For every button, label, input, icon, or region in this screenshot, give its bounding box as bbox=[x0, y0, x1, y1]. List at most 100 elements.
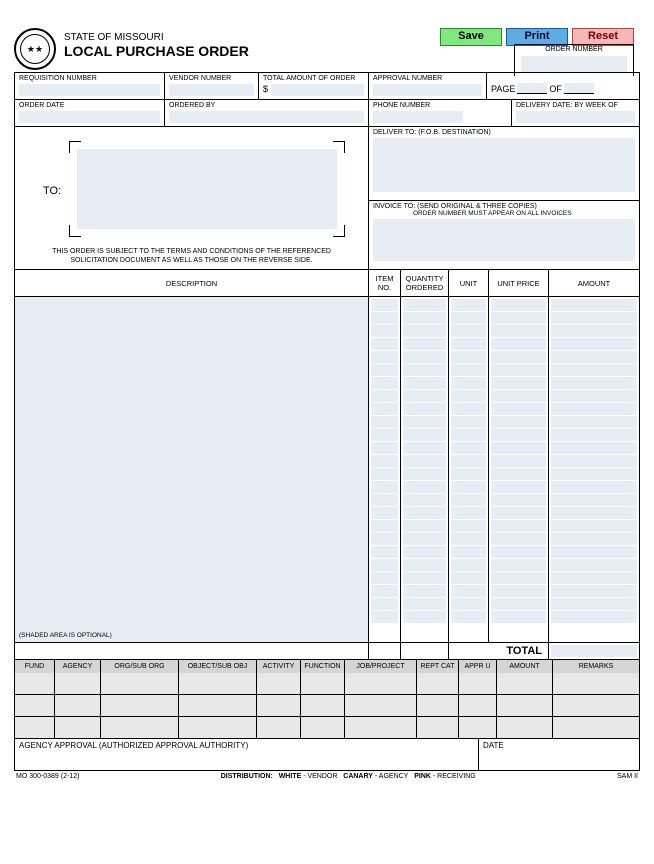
line-item-input[interactable] bbox=[491, 533, 546, 545]
order-number-input[interactable] bbox=[521, 56, 627, 72]
line-item-input[interactable] bbox=[551, 481, 637, 493]
line-item-input[interactable] bbox=[491, 481, 546, 493]
line-item-input[interactable] bbox=[491, 299, 546, 311]
line-item-input[interactable] bbox=[491, 611, 546, 623]
coding-input[interactable] bbox=[101, 673, 179, 694]
coding-input[interactable] bbox=[553, 717, 639, 738]
line-item-input[interactable] bbox=[451, 585, 486, 597]
coding-input[interactable] bbox=[459, 695, 497, 716]
line-item-input[interactable] bbox=[371, 585, 398, 597]
coding-input[interactable] bbox=[459, 717, 497, 738]
line-item-input[interactable] bbox=[403, 364, 446, 376]
page-total-input[interactable] bbox=[564, 83, 594, 94]
line-item-input[interactable] bbox=[491, 403, 546, 415]
line-item-input[interactable] bbox=[451, 481, 486, 493]
line-item-input[interactable] bbox=[491, 429, 546, 441]
line-item-input[interactable] bbox=[403, 494, 446, 506]
line-item-input[interactable] bbox=[491, 442, 546, 454]
delivery-input[interactable] bbox=[516, 111, 635, 123]
invoice-input[interactable] bbox=[373, 219, 635, 261]
coding-input[interactable] bbox=[497, 695, 553, 716]
line-item-input[interactable] bbox=[451, 377, 486, 389]
coding-input[interactable] bbox=[15, 717, 55, 738]
line-item-input[interactable] bbox=[403, 442, 446, 454]
coding-input[interactable] bbox=[257, 717, 301, 738]
line-item-input[interactable] bbox=[451, 442, 486, 454]
line-item-input[interactable] bbox=[451, 468, 486, 480]
coding-input[interactable] bbox=[257, 695, 301, 716]
line-item-input[interactable] bbox=[491, 507, 546, 519]
line-item-input[interactable] bbox=[491, 325, 546, 337]
coding-input[interactable] bbox=[497, 673, 553, 694]
line-item-input[interactable] bbox=[451, 546, 486, 558]
line-item-input[interactable] bbox=[371, 351, 398, 363]
coding-input[interactable] bbox=[417, 717, 459, 738]
coding-input[interactable] bbox=[15, 673, 55, 694]
line-item-input[interactable] bbox=[403, 325, 446, 337]
coding-input[interactable] bbox=[179, 717, 257, 738]
line-item-input[interactable] bbox=[551, 364, 637, 376]
line-item-input[interactable] bbox=[371, 416, 398, 428]
line-item-input[interactable] bbox=[491, 520, 546, 532]
line-item-input[interactable] bbox=[371, 442, 398, 454]
page-input[interactable] bbox=[517, 83, 547, 94]
line-item-input[interactable] bbox=[403, 429, 446, 441]
line-item-input[interactable] bbox=[551, 611, 637, 623]
line-item-input[interactable] bbox=[451, 533, 486, 545]
line-item-input[interactable] bbox=[371, 390, 398, 402]
coding-input[interactable] bbox=[459, 673, 497, 694]
line-item-input[interactable] bbox=[403, 533, 446, 545]
coding-input[interactable] bbox=[345, 695, 417, 716]
line-item-input[interactable] bbox=[551, 520, 637, 532]
line-item-input[interactable] bbox=[403, 338, 446, 350]
line-item-input[interactable] bbox=[551, 468, 637, 480]
line-item-input[interactable] bbox=[551, 442, 637, 454]
line-item-input[interactable] bbox=[551, 598, 637, 610]
coding-input[interactable] bbox=[497, 717, 553, 738]
line-item-input[interactable] bbox=[371, 403, 398, 415]
line-item-input[interactable] bbox=[491, 338, 546, 350]
line-item-input[interactable] bbox=[451, 559, 486, 571]
coding-input[interactable] bbox=[55, 717, 101, 738]
line-item-input[interactable] bbox=[403, 377, 446, 389]
coding-input[interactable] bbox=[179, 695, 257, 716]
coding-input[interactable] bbox=[417, 673, 459, 694]
line-item-input[interactable] bbox=[451, 598, 486, 610]
save-button[interactable]: Save bbox=[440, 28, 502, 46]
line-item-input[interactable] bbox=[551, 390, 637, 402]
line-item-input[interactable] bbox=[403, 546, 446, 558]
line-item-input[interactable] bbox=[451, 351, 486, 363]
line-item-input[interactable] bbox=[371, 364, 398, 376]
total-amount-input[interactable] bbox=[551, 645, 637, 657]
line-item-input[interactable] bbox=[551, 507, 637, 519]
line-item-input[interactable] bbox=[403, 520, 446, 532]
line-item-input[interactable] bbox=[451, 416, 486, 428]
line-item-input[interactable] bbox=[551, 533, 637, 545]
line-item-input[interactable] bbox=[551, 312, 637, 324]
line-item-input[interactable] bbox=[451, 403, 486, 415]
order-date-input[interactable] bbox=[19, 111, 160, 123]
line-item-input[interactable] bbox=[403, 312, 446, 324]
line-item-input[interactable] bbox=[403, 351, 446, 363]
coding-input[interactable] bbox=[55, 673, 101, 694]
line-item-input[interactable] bbox=[551, 546, 637, 558]
approval-input[interactable] bbox=[373, 84, 482, 96]
line-item-input[interactable] bbox=[491, 546, 546, 558]
line-item-input[interactable] bbox=[451, 520, 486, 532]
line-item-input[interactable] bbox=[371, 533, 398, 545]
line-item-input[interactable] bbox=[403, 390, 446, 402]
line-item-input[interactable] bbox=[451, 338, 486, 350]
coding-input[interactable] bbox=[301, 673, 345, 694]
line-item-input[interactable] bbox=[403, 559, 446, 571]
requisition-input[interactable] bbox=[19, 84, 160, 96]
line-item-input[interactable] bbox=[371, 455, 398, 467]
coding-input[interactable] bbox=[417, 695, 459, 716]
line-item-input[interactable] bbox=[551, 429, 637, 441]
line-item-input[interactable] bbox=[403, 299, 446, 311]
line-item-input[interactable] bbox=[371, 312, 398, 324]
line-item-input[interactable] bbox=[491, 351, 546, 363]
coding-input[interactable] bbox=[553, 695, 639, 716]
line-item-input[interactable] bbox=[451, 507, 486, 519]
coding-input[interactable] bbox=[101, 717, 179, 738]
line-item-input[interactable] bbox=[551, 351, 637, 363]
